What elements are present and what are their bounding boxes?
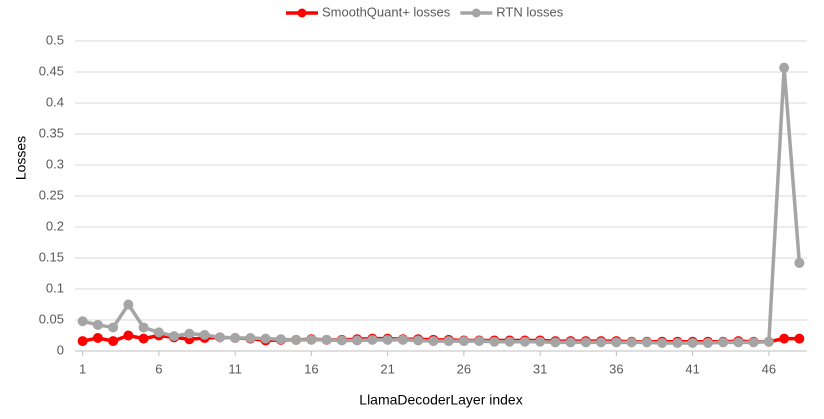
data-point — [626, 337, 637, 348]
x-tick-label: 16 — [304, 361, 318, 376]
data-point — [230, 332, 241, 343]
data-point — [702, 337, 713, 348]
data-point — [153, 327, 164, 338]
data-point — [169, 331, 180, 342]
y-tick-label: 0.45 — [39, 63, 64, 78]
legend-label: SmoothQuant+ losses — [322, 4, 451, 19]
y-tick-label: 0.15 — [39, 249, 64, 264]
data-point — [428, 336, 439, 347]
data-point — [108, 336, 119, 347]
y-tick-label: 0.3 — [46, 156, 64, 171]
legend-marker — [471, 8, 481, 18]
data-point — [321, 334, 332, 345]
data-point — [443, 336, 454, 347]
data-point — [92, 332, 103, 343]
data-point — [291, 334, 302, 345]
x-tick-label: 21 — [380, 361, 394, 376]
data-point — [123, 330, 134, 341]
x-axis-title: LlamaDecoderLayer index — [359, 392, 522, 408]
y-tick-label: 0.2 — [46, 218, 64, 233]
data-point — [123, 299, 134, 310]
data-point — [77, 316, 88, 327]
data-point — [199, 329, 210, 340]
data-point — [641, 337, 652, 348]
x-tick-label: 31 — [533, 361, 547, 376]
data-point — [214, 332, 225, 343]
data-point — [138, 333, 149, 344]
y-axis-title: Losses — [13, 136, 29, 180]
y-tick-label: 0.5 — [46, 32, 64, 47]
data-point — [275, 334, 286, 345]
data-point — [367, 334, 378, 345]
data-point — [458, 336, 469, 347]
data-point — [519, 336, 530, 347]
data-point — [336, 335, 347, 346]
data-point — [504, 336, 515, 347]
data-point — [413, 335, 424, 346]
data-point — [565, 337, 576, 348]
x-tick-label: 46 — [762, 361, 776, 376]
data-point — [779, 333, 790, 344]
data-point — [352, 335, 363, 346]
data-point — [794, 257, 805, 268]
data-point — [489, 336, 500, 347]
x-tick-label: 41 — [685, 361, 699, 376]
data-point — [718, 337, 729, 348]
data-point — [245, 332, 256, 343]
y-tick-label: 0.25 — [39, 187, 64, 202]
y-tick-label: 0.4 — [46, 94, 64, 109]
data-point — [138, 322, 149, 333]
y-tick-label: 0.35 — [39, 125, 64, 140]
data-point — [306, 334, 317, 345]
x-tick-label: 36 — [609, 361, 623, 376]
data-point — [596, 337, 607, 348]
series-line — [82, 65, 802, 345]
legend-label: RTN losses — [496, 4, 563, 19]
data-point — [260, 333, 271, 344]
x-tick-label: 6 — [155, 361, 162, 376]
data-point — [611, 337, 622, 348]
data-point — [550, 337, 561, 348]
data-point — [748, 337, 759, 348]
data-point — [687, 337, 698, 348]
x-tick-label: 1 — [79, 361, 86, 376]
legend-marker — [297, 8, 307, 18]
data-point — [763, 336, 774, 347]
data-point — [657, 337, 668, 348]
data-point — [184, 328, 195, 339]
data-point — [779, 62, 790, 73]
data-point — [580, 337, 591, 348]
data-point — [733, 337, 744, 348]
data-point — [397, 334, 408, 345]
x-tick-label: 11 — [228, 361, 242, 376]
data-point — [108, 322, 119, 333]
data-point — [535, 336, 546, 347]
y-tick-label: 0.1 — [46, 280, 64, 295]
data-point — [794, 333, 805, 344]
data-point — [92, 319, 103, 330]
x-tick-label: 26 — [457, 361, 471, 376]
y-tick-label: 0 — [57, 342, 64, 357]
data-point — [382, 334, 393, 345]
data-point — [672, 337, 683, 348]
y-tick-label: 0.05 — [39, 311, 64, 326]
data-point — [77, 336, 88, 347]
data-point — [474, 336, 485, 347]
